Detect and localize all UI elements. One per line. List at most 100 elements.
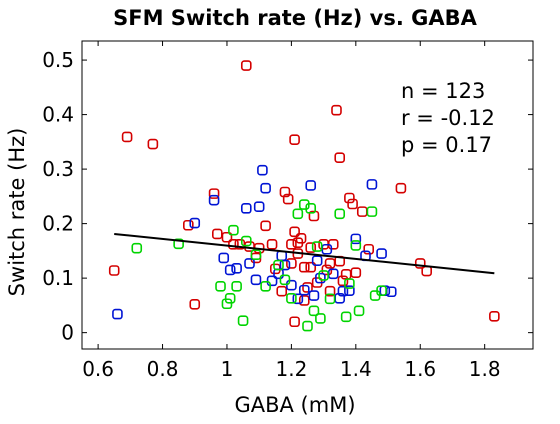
y-tick-label: 0.4 xyxy=(42,103,74,127)
data-point xyxy=(366,179,378,190)
data-point xyxy=(260,182,271,194)
data-point xyxy=(350,233,362,245)
data-point xyxy=(286,279,297,291)
regression-line xyxy=(114,232,495,275)
data-point xyxy=(315,313,326,324)
data-point xyxy=(240,203,252,214)
data-point xyxy=(237,315,249,326)
data-point xyxy=(108,265,120,276)
data-point xyxy=(131,242,143,254)
data-point xyxy=(308,305,320,317)
y-tick-label: 0.3 xyxy=(42,157,74,181)
x-tick-label: 1.8 xyxy=(469,357,501,381)
y-tick-label: 0.1 xyxy=(42,266,74,290)
data-point xyxy=(331,104,342,116)
data-point xyxy=(344,278,355,289)
data-point xyxy=(353,305,365,317)
data-point xyxy=(279,274,291,286)
data-point xyxy=(298,295,310,306)
x-tick-label: 1.2 xyxy=(275,357,307,381)
data-point xyxy=(340,311,352,323)
data-point xyxy=(228,224,239,236)
data-point xyxy=(224,293,236,304)
data-point xyxy=(298,284,310,296)
data-point xyxy=(212,228,223,240)
data-point xyxy=(308,210,320,222)
data-point xyxy=(489,310,500,322)
data-point xyxy=(305,261,317,273)
data-point xyxy=(350,240,362,251)
data-point xyxy=(279,259,291,271)
stats-annotation: n = 123 r = -0.12 p = 0.17 xyxy=(401,79,495,157)
data-point xyxy=(231,263,242,274)
data-point xyxy=(350,267,362,278)
data-point xyxy=(260,281,271,292)
data-point xyxy=(208,188,220,199)
x-tick-label: 1.6 xyxy=(404,357,436,381)
data-point xyxy=(221,298,233,310)
data-point xyxy=(250,252,262,264)
data-point xyxy=(183,219,194,231)
data-point xyxy=(221,231,233,243)
data-point xyxy=(282,193,294,205)
stat-n: n = 123 xyxy=(401,79,485,103)
data-point xyxy=(292,293,304,305)
data-point xyxy=(279,186,291,198)
data-point xyxy=(147,138,159,150)
axes: 0.6 0.8 1 1.2 1.4 1.6 1.8 0 0.1 0.2 0.3 0.4 0.5 xyxy=(42,40,534,381)
data-points xyxy=(108,60,500,332)
data-point xyxy=(228,239,239,250)
data-point xyxy=(334,208,346,220)
data-point xyxy=(292,208,304,220)
data-point xyxy=(250,274,262,286)
x-tick-label: 0.6 xyxy=(82,357,114,381)
data-point xyxy=(344,285,355,296)
data-point xyxy=(366,206,378,217)
data-point xyxy=(286,239,297,250)
data-point xyxy=(173,238,184,250)
data-point xyxy=(189,298,201,310)
data-point xyxy=(305,203,317,214)
data-point xyxy=(376,285,387,296)
data-point xyxy=(257,164,268,176)
data-point xyxy=(218,252,230,264)
data-point xyxy=(266,239,278,250)
data-point xyxy=(311,241,323,252)
data-point xyxy=(240,60,252,71)
data-point xyxy=(112,308,123,320)
data-point xyxy=(289,226,300,238)
data-point xyxy=(302,320,313,332)
y-axis-label: Switch rate (Hz) xyxy=(5,128,29,297)
data-point xyxy=(337,285,349,297)
data-point xyxy=(244,258,255,269)
plot-frame xyxy=(81,40,534,350)
data-point xyxy=(324,293,336,305)
data-point xyxy=(260,220,271,232)
data-point xyxy=(305,180,317,191)
data-point xyxy=(189,217,201,229)
data-point xyxy=(273,259,284,271)
data-point xyxy=(302,282,313,293)
data-point xyxy=(334,152,346,163)
x-tick-label: 1.4 xyxy=(340,357,372,381)
data-point xyxy=(289,134,300,145)
x-tick-label: 1 xyxy=(221,357,234,381)
data-point xyxy=(395,182,407,194)
data-point xyxy=(286,293,297,304)
data-point xyxy=(318,270,329,281)
data-point xyxy=(266,275,278,287)
data-point xyxy=(344,192,355,204)
y-tick-label: 0.2 xyxy=(42,212,74,236)
data-point xyxy=(315,272,326,284)
data-point xyxy=(231,281,242,292)
data-point xyxy=(286,258,297,269)
chart-title: SFM Switch rate (Hz) vs. GABA xyxy=(113,6,478,30)
regression-line-group xyxy=(114,232,495,275)
data-point xyxy=(363,243,375,255)
data-point xyxy=(337,275,349,287)
data-point xyxy=(356,206,368,217)
data-point xyxy=(308,290,320,301)
y-tick-label: 0.5 xyxy=(42,48,74,72)
